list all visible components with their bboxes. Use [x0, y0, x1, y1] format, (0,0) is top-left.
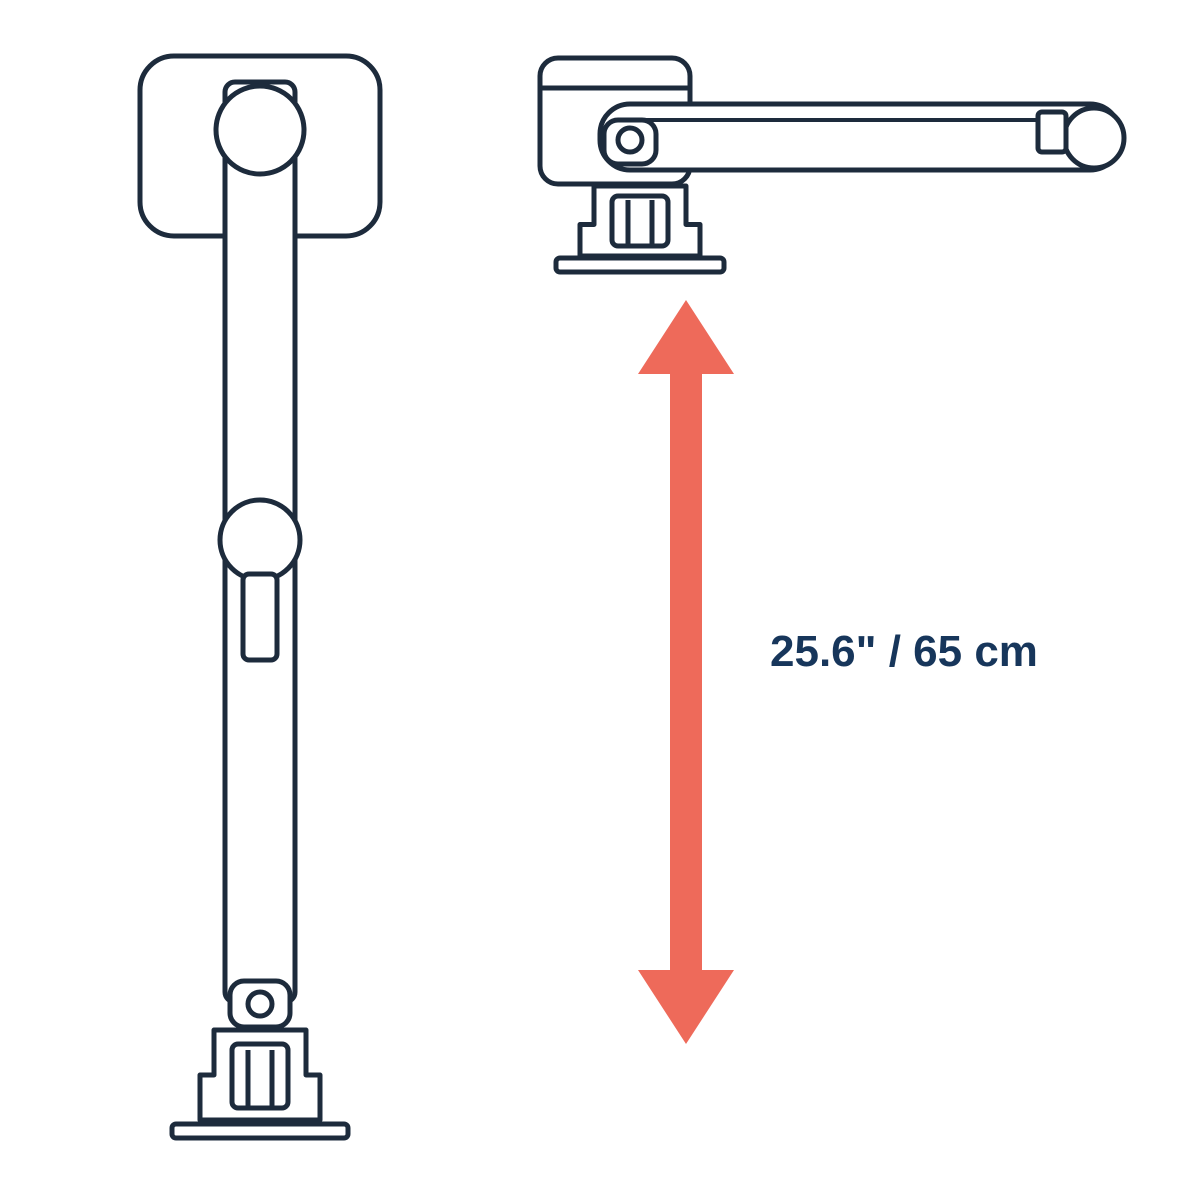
dimension-arrow: [638, 300, 734, 1044]
dimension-diagram: 25.6" / 65 cm: [0, 0, 1200, 1200]
side-view: [540, 58, 1124, 272]
top-view: [140, 56, 380, 1138]
dimension-label: 25.6" / 65 cm: [770, 627, 1038, 676]
